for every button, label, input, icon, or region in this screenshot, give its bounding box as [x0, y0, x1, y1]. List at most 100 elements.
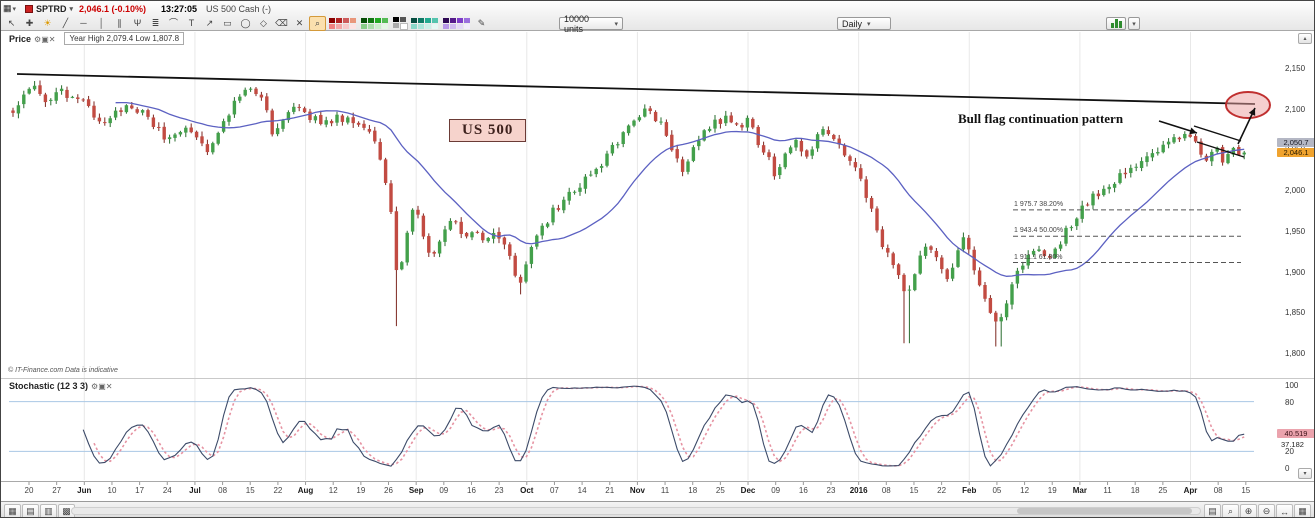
horizontal-line-tool-icon[interactable]: ─ [80, 17, 87, 28]
parallel-channel-tool-icon[interactable]: ∥ [117, 17, 122, 28]
indicator-chart-button[interactable] [1106, 17, 1126, 30]
settings-icon[interactable]: ⚙ [34, 34, 42, 44]
teal-palette-swatch[interactable] [432, 17, 438, 23]
stochastic-axis-tick: 80 [1285, 397, 1294, 407]
horizontal-scrollbar[interactable] [71, 507, 1201, 515]
purple-palette-swatch[interactable] [443, 23, 449, 29]
teal-palette-swatch[interactable] [425, 17, 431, 23]
pen-tool-icon[interactable]: ✎ [477, 17, 486, 28]
pitchfork-tool-icon[interactable]: Ψ [133, 17, 142, 28]
segment-tool-icon[interactable]: ╱ [62, 17, 69, 28]
green-palette-swatch[interactable] [361, 17, 367, 23]
polygon-tool-icon[interactable]: ◇ [260, 17, 267, 28]
instrument-selector[interactable]: SPTRD ▾ [25, 3, 73, 14]
duplicate-icon[interactable]: ▣ [98, 382, 106, 391]
red-palette-swatch[interactable] [350, 23, 356, 29]
chart-type-button[interactable]: ▦ ▾ [3, 3, 16, 14]
green-palette-swatch[interactable] [382, 23, 388, 29]
x-axis-label: 09 [439, 486, 449, 495]
arrow-tool-icon[interactable]: ↗ [205, 17, 214, 28]
teal-palette-swatch[interactable] [432, 23, 438, 29]
moving-average-value-badge: 2,050.7 [1277, 138, 1314, 147]
single-chart-layout-icon[interactable]: ▦ [4, 504, 21, 517]
red-palette-swatch[interactable] [343, 23, 349, 29]
fit-width-icon[interactable]: ↔ [1276, 504, 1293, 517]
chart-list-icon[interactable]: ▤ [1204, 504, 1221, 517]
scrollbar-thumb[interactable] [1017, 508, 1192, 514]
green-palette-swatch[interactable] [375, 17, 381, 23]
chevron-down-icon: ▾ [69, 5, 74, 13]
purple-palette-swatch[interactable] [464, 23, 470, 29]
green-palette-swatch[interactable] [368, 23, 374, 29]
red-palette-swatch[interactable] [336, 17, 342, 23]
teal-palette-swatch[interactable] [411, 23, 417, 29]
price-axis-tick: 2,100 [1285, 104, 1306, 114]
duplicate-icon[interactable]: ▣ [41, 34, 49, 44]
purple-palette-swatch[interactable] [464, 17, 470, 23]
zoom-out-icon[interactable]: ⊖ [1258, 504, 1275, 517]
zoom-in-icon[interactable]: ⊕ [1240, 504, 1257, 517]
gray-palette-swatch[interactable] [400, 22, 408, 30]
x-axis-label: Aug [297, 486, 314, 495]
green-palette-swatch[interactable] [361, 23, 367, 29]
x-axis-label: 15 [1241, 486, 1251, 495]
x-axis-label: 08 [218, 486, 228, 495]
x-axis-label: 07 [549, 486, 559, 495]
timeframe-dropdown[interactable]: Daily ▾ [837, 17, 891, 30]
red-palette-swatch[interactable] [350, 17, 356, 23]
zoom-tool-icon[interactable]: ⌕ [1222, 504, 1239, 517]
flash-tool-icon[interactable]: ☀ [43, 17, 52, 28]
eraser-tool-icon[interactable]: ⌫ [275, 17, 288, 28]
instrument-icon [25, 4, 33, 13]
red-palette-swatch[interactable] [336, 23, 342, 29]
bull-flag-annotation-text[interactable]: Bull flag continuation pattern [958, 111, 1124, 126]
gray-palette-swatch[interactable] [393, 22, 399, 28]
vertical-line-tool-icon[interactable]: │ [98, 17, 105, 28]
layout-grid-icon[interactable]: ▦ [1294, 504, 1311, 517]
purple-palette-swatch[interactable] [443, 17, 449, 23]
x-axis-label: 17 [135, 486, 145, 495]
red-palette-swatch[interactable] [343, 17, 349, 23]
teal-palette-swatch[interactable] [411, 17, 417, 23]
candlestick-chart-icon: ▦ [3, 3, 12, 13]
purple-palette-swatch[interactable] [450, 23, 456, 29]
red-palette-swatch[interactable] [329, 23, 335, 29]
teal-palette-swatch[interactable] [418, 17, 424, 23]
ellipse-tool-icon[interactable]: ◯ [240, 17, 251, 28]
teal-palette [411, 17, 438, 29]
teal-palette-swatch[interactable] [418, 23, 424, 29]
axis-scroll-down-button[interactable]: ▾ [1298, 468, 1312, 479]
crosshair-tool-icon[interactable]: ✚ [25, 17, 34, 28]
green-palette-swatch[interactable] [368, 17, 374, 23]
red-palette-swatch[interactable] [329, 17, 335, 23]
price-axis-tick: 1,950 [1285, 226, 1306, 236]
green-palette-swatch[interactable] [382, 17, 388, 23]
mini-bar-icon [1118, 21, 1122, 28]
settings-icon[interactable]: ⚙ [91, 382, 99, 391]
text-tool-icon[interactable]: T [188, 17, 195, 28]
purple-palette-swatch[interactable] [450, 17, 456, 23]
fibonacci-tool-icon[interactable]: ≣ [151, 17, 160, 28]
indicator-dropdown-button[interactable]: ▾ [1128, 17, 1140, 30]
purple-palette-swatch[interactable] [457, 23, 463, 29]
green-palette-swatch[interactable] [375, 23, 381, 29]
horizontal-split-layout-icon[interactable]: ▤ [22, 504, 39, 517]
axis-scroll-up-button[interactable]: ▴ [1298, 33, 1312, 44]
close-icon[interactable]: ✕ [48, 34, 56, 44]
instrument-annotation-label[interactable]: US 500 [449, 119, 527, 142]
zoom-tool-icon[interactable]: ⌕ [309, 15, 326, 31]
gray-palette-swatch[interactable] [400, 16, 406, 22]
price-panel-header-icons: ⚙▣✕ [34, 34, 55, 44]
cursor-tool-icon[interactable]: ↖ [7, 17, 16, 28]
gray-palette-swatch[interactable] [393, 16, 399, 22]
close-icon[interactable]: ✕ [105, 382, 113, 391]
purple-palette-swatch[interactable] [457, 17, 463, 23]
units-dropdown[interactable]: 10000 units ▾ [559, 14, 623, 34]
rectangle-tool-icon[interactable]: ▭ [223, 17, 232, 28]
delete-drawing-tool-icon[interactable]: ✕ [295, 17, 304, 28]
teal-palette-swatch[interactable] [425, 23, 431, 29]
vertical-split-layout-icon[interactable]: ▥ [40, 504, 57, 517]
arc-tool-icon[interactable]: ⌒ [168, 17, 178, 28]
